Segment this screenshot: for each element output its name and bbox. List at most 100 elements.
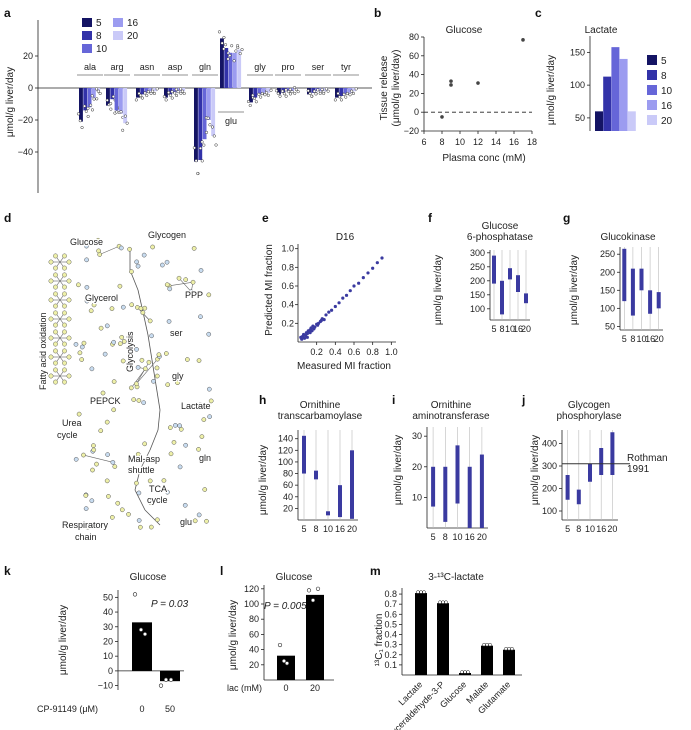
data-point (259, 95, 263, 99)
flux-range-bar (302, 435, 306, 474)
panel-b-xlabel: Plasma conc (mM) (442, 153, 525, 164)
data-point (354, 87, 358, 91)
data-point (380, 256, 384, 260)
network-node (110, 459, 116, 465)
ytick-label: 20 (249, 660, 259, 670)
xtick-label: 8 (313, 524, 318, 534)
network-node (177, 464, 183, 470)
network-node (62, 360, 67, 366)
network-edge (147, 334, 153, 361)
pathway-label: cycle (57, 430, 78, 440)
bar (153, 88, 158, 92)
bar (249, 88, 253, 103)
data-point (333, 304, 337, 309)
data-point (351, 91, 356, 96)
panel-j-ylabel: μmol/g liver/day (530, 435, 541, 505)
network-node (147, 318, 153, 324)
data-point (192, 146, 196, 150)
amino-acid-label: ser (312, 62, 325, 72)
pathway-label: Respiratory (62, 520, 109, 530)
panel-c-plot: 50 100 150 (570, 36, 636, 132)
ytick-label: 200 (470, 276, 485, 286)
ytick-label: 80 (283, 469, 293, 479)
network-edge (134, 469, 141, 491)
data-point (222, 35, 226, 40)
panel-h-title-2: transcarbamoylase (278, 411, 363, 422)
network-node (207, 414, 212, 420)
bar (611, 47, 620, 131)
data-point (89, 103, 93, 107)
ytick-label: 100 (470, 304, 485, 314)
network-node (146, 359, 152, 365)
data-point (269, 88, 273, 92)
panel-g-title: Glucokinase (600, 232, 655, 243)
legend-swatch (647, 115, 657, 125)
ytick-label: 100 (542, 506, 557, 516)
xtick-label: 0 (139, 704, 144, 714)
panel-j: j Glycogen phosphorylase μmol/g liver/da… (521, 393, 668, 534)
legend-label: 20 (127, 31, 139, 42)
ytick-label: 200 (542, 484, 557, 494)
network-node (66, 335, 72, 341)
network-node (53, 379, 58, 385)
network-node (66, 316, 72, 322)
ytick-label: 40 (103, 607, 113, 617)
xtick-label: 10 (636, 334, 646, 344)
network-node (81, 452, 86, 458)
network-node (149, 333, 154, 339)
panel-c-ytick-label: 150 (570, 47, 585, 57)
network-node (106, 494, 111, 499)
panel-h-ylabel: μmol/g liver/day (258, 445, 269, 515)
network-node (138, 524, 143, 530)
bar (83, 88, 88, 111)
data-point (345, 91, 349, 96)
pathway-label: Glycogen (148, 230, 186, 240)
network-node (197, 402, 203, 408)
panel-a-legend: 5 8 10 16 20 (82, 18, 139, 55)
xtick-label: 16 (465, 532, 475, 542)
panel-i-title-2: aminotransferase (412, 411, 490, 422)
data-point (310, 598, 316, 603)
network-node (96, 248, 101, 254)
bar (118, 88, 123, 114)
panel-b-ytick-label: 80 (409, 32, 419, 42)
amino-acid-label: arg (110, 62, 123, 72)
data-point (315, 586, 321, 591)
bar (228, 52, 233, 88)
network-edge (83, 454, 113, 463)
legend-label: 10 (661, 86, 673, 97)
data-point (202, 143, 206, 147)
data-point (352, 284, 356, 288)
xtick-label: 8 (443, 532, 448, 542)
pathway-label: Urea (62, 418, 82, 428)
data-point (482, 642, 486, 647)
network-edge (155, 384, 161, 411)
ytick-label: 10 (412, 492, 422, 502)
data-point (115, 110, 119, 114)
data-point (90, 108, 94, 112)
bar (352, 88, 357, 92)
panel-e-plot: 0.2 0.4 0.6 0.8 1.0 1.0 0.8 0.6 0.4 0.2 (281, 244, 397, 357)
data-point (322, 318, 326, 322)
panel-b-xtick-label: 8 (439, 137, 444, 147)
data-point (224, 43, 228, 47)
panel-j-title-1: Glycogen (568, 400, 610, 411)
legend-label: 10 (96, 44, 108, 55)
data-point (222, 47, 226, 51)
network-node (100, 390, 106, 396)
legend-label: 16 (661, 101, 673, 112)
data-point (316, 323, 320, 327)
data-point (288, 87, 292, 91)
bar (224, 48, 229, 88)
data-point (341, 296, 345, 300)
bar (164, 88, 168, 98)
data-point (322, 91, 326, 96)
flux-range-bar (508, 268, 512, 280)
panel-m-title: 3-¹³C-lactate (428, 572, 484, 583)
panel-e-label: e (262, 211, 269, 225)
network-node (62, 253, 67, 259)
panel-d: d Glucose Glycogen Glycerol PPP Fatty acid o… (4, 211, 214, 543)
ytick-label: 80 (249, 614, 259, 624)
